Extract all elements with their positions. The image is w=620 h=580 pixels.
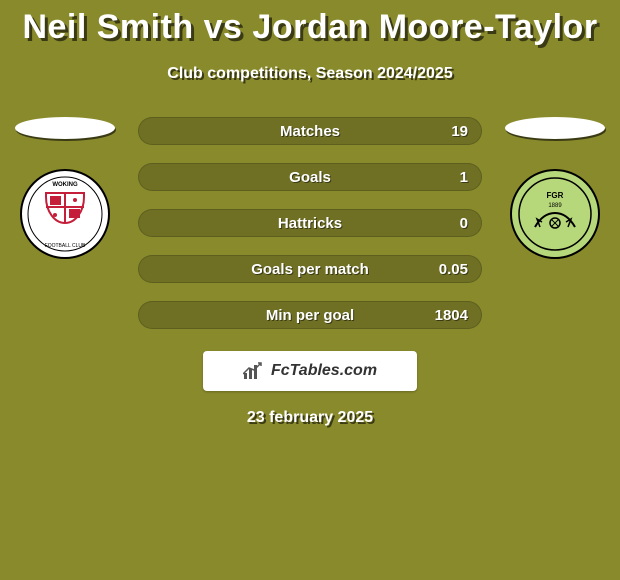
stat-value-right: 0.05 xyxy=(439,261,468,278)
svg-text:FOOTBALL CLUB: FOOTBALL CLUB xyxy=(45,243,86,249)
stat-row: Min per goal 1804 xyxy=(138,301,482,329)
stat-value-right: 19 xyxy=(451,123,468,140)
stat-value-right: 1 xyxy=(460,169,468,186)
stat-value-right: 1804 xyxy=(435,307,468,324)
watermark-text: FcTables.com xyxy=(271,362,377,380)
stat-row: Goals 1 xyxy=(138,163,482,191)
left-side: WOKING FOOTBALL CLUB xyxy=(10,117,120,259)
bar-chart-icon xyxy=(243,362,265,380)
right-side: FGR 1889 xyxy=(500,117,610,259)
svg-text:WOKING: WOKING xyxy=(52,182,78,188)
subtitle: Club competitions, Season 2024/2025 xyxy=(0,65,620,83)
stat-label: Goals xyxy=(289,169,331,186)
right-player-marker xyxy=(505,117,605,139)
main-area: WOKING FOOTBALL CLUB Matches 19 Goals 1 … xyxy=(0,117,620,329)
stat-label: Hattricks xyxy=(278,215,342,232)
watermark[interactable]: FcTables.com xyxy=(203,351,417,391)
stat-label: Matches xyxy=(280,123,340,140)
svg-text:FGR: FGR xyxy=(547,191,564,200)
date-label: 23 february 2025 xyxy=(0,409,620,427)
right-club-crest: FGR 1889 xyxy=(510,169,600,259)
svg-text:1889: 1889 xyxy=(548,203,562,209)
stat-row: Hattricks 0 xyxy=(138,209,482,237)
woking-crest-icon: WOKING FOOTBALL CLUB xyxy=(20,169,110,259)
stat-value-right: 0 xyxy=(460,215,468,232)
stat-row: Goals per match 0.05 xyxy=(138,255,482,283)
forest-green-rovers-crest-icon: FGR 1889 xyxy=(510,169,600,259)
stat-label: Goals per match xyxy=(251,261,369,278)
page-title: Neil Smith vs Jordan Moore-Taylor xyxy=(0,8,620,47)
stat-row: Matches 19 xyxy=(138,117,482,145)
stats-table: Matches 19 Goals 1 Hattricks 0 Goals per… xyxy=(120,117,500,329)
stat-label: Min per goal xyxy=(266,307,354,324)
left-club-crest: WOKING FOOTBALL CLUB xyxy=(20,169,110,259)
left-player-marker xyxy=(15,117,115,139)
comparison-card: Neil Smith vs Jordan Moore-Taylor Club c… xyxy=(0,0,620,427)
